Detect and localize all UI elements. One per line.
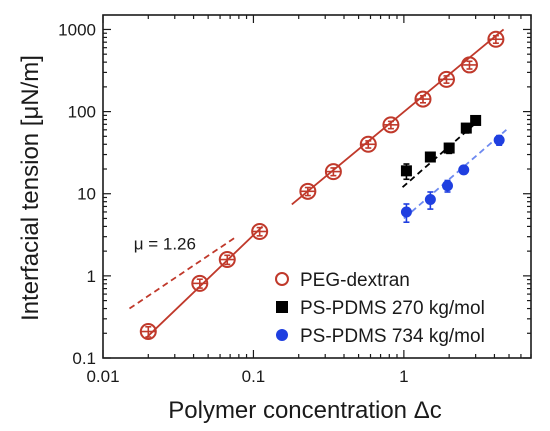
marker-open-circle [251, 222, 269, 240]
marker-square [460, 122, 472, 134]
marker-filled-circle [424, 194, 436, 206]
x-tick-label: 1 [399, 367, 408, 386]
data-point [299, 182, 317, 200]
legend-label: PS-PDMS 734 kg/mol [300, 326, 485, 347]
marker-open-circle [487, 30, 505, 48]
plot-frame [102, 14, 532, 359]
data-point [458, 164, 470, 176]
marker-filled-circle [493, 134, 505, 146]
y-tick-label: 1 [87, 267, 96, 286]
marker-filled-circle [441, 180, 453, 192]
marker-square [400, 165, 412, 177]
legend-entry: PS-PDMS 734 kg/mol [276, 326, 485, 347]
marker-open-circle [382, 116, 400, 134]
data-point [324, 163, 342, 181]
data-point [460, 56, 478, 74]
data-point [437, 70, 455, 88]
legend-label: PS-PDMS 270 kg/mol [300, 298, 485, 319]
data-point [493, 134, 505, 146]
marker-open-circle [191, 274, 209, 292]
marker-open-circle [299, 182, 317, 200]
marker-filled-circle [458, 164, 470, 176]
slope-annotation: μ = 1.26 [134, 234, 196, 253]
x-axis-label: Polymer concentration Δc [168, 397, 441, 424]
y-tick-label: 10 [77, 185, 96, 204]
legend-entry: PS-PDMS 270 kg/mol [276, 298, 485, 319]
data-point [443, 142, 455, 155]
marker-filled-circle [400, 206, 412, 218]
x-tick-label: 0.01 [86, 367, 119, 386]
data-point [470, 114, 482, 126]
data-point [424, 151, 436, 163]
marker-square [470, 114, 482, 126]
data-point [400, 163, 412, 181]
marker-filled-circle [276, 329, 288, 341]
fit-line [128, 237, 236, 310]
marker-open-circle [218, 251, 236, 269]
y-tick-label: 0.1 [72, 349, 96, 368]
y-tick-label: 1000 [58, 20, 96, 39]
data-point [251, 222, 269, 240]
legend: PEG-dextran PS-PDMS 270 kg/mol PS-PDMS 734… [275, 270, 485, 347]
marker-square [276, 301, 288, 313]
marker-square [424, 151, 436, 163]
marker-open-circle [324, 163, 342, 181]
data-point [359, 135, 377, 153]
marker-open-circle [139, 323, 157, 341]
marker-open-circle [437, 70, 455, 88]
legend-entry: PEG-dextran [275, 270, 410, 291]
marker-open-circle [460, 56, 478, 74]
data-point [218, 251, 236, 269]
data-point [139, 323, 157, 341]
marker-square [443, 142, 455, 154]
legend-label: PEG-dextran [300, 270, 410, 291]
data-point [382, 116, 400, 134]
data-point [424, 191, 436, 210]
marker-open-circle [275, 272, 289, 286]
fit-line [403, 129, 507, 220]
data-point [400, 203, 412, 224]
y-axis-label: Interfacial tension [μN/m] [17, 55, 44, 321]
data-point [460, 122, 472, 134]
data-points [139, 30, 505, 341]
data-point [414, 90, 432, 108]
x-tick-label: 0.1 [242, 367, 266, 386]
data-point [487, 30, 505, 48]
data-point [441, 179, 453, 193]
y-tick-label: 100 [68, 103, 96, 122]
data-point [191, 274, 209, 292]
marker-open-circle [414, 90, 432, 108]
marker-open-circle [359, 135, 377, 153]
